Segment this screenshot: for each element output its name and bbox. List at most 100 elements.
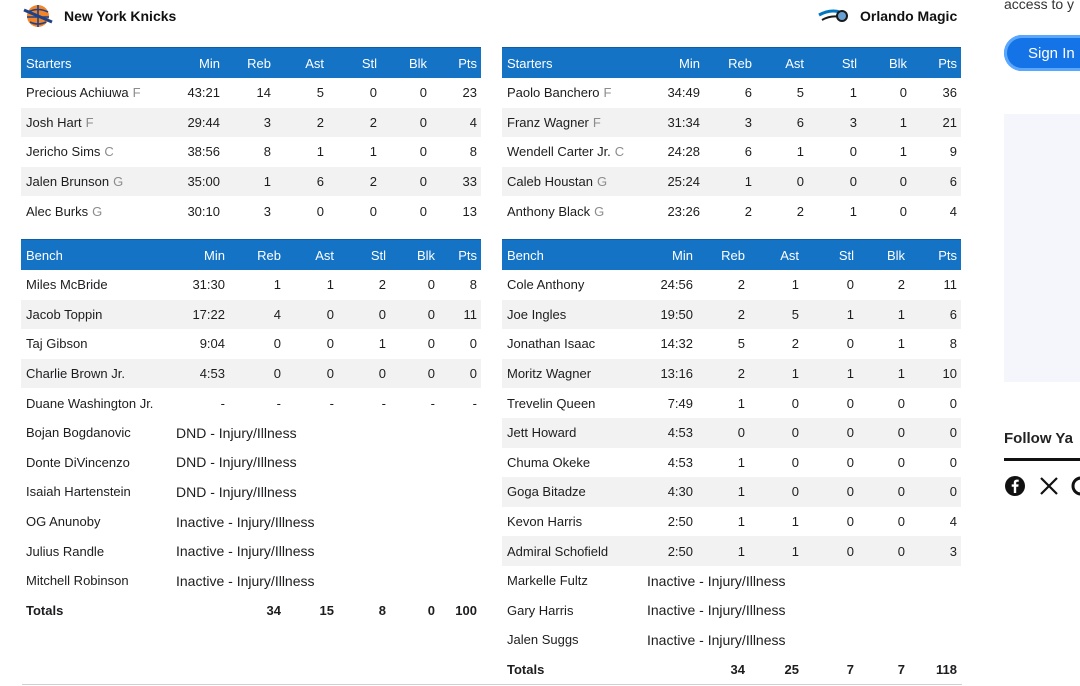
stat-ast: 6 [756, 107, 808, 138]
col-ast[interactable]: Ast [749, 239, 803, 270]
stat-min: 14:32 [660, 336, 693, 352]
player-name-link[interactable]: Chuma Okeke [507, 454, 591, 470]
player-name-link[interactable]: Paolo Banchero [507, 85, 600, 101]
player-name-link[interactable]: Alec Burks [26, 203, 89, 219]
player-name-link[interactable]: Bojan Bogdanovic [26, 425, 131, 441]
away-team-header[interactable]: New York Knicks [22, 2, 176, 30]
player-cell: Jett Howard [502, 417, 647, 448]
stat-ast: 1 [749, 536, 803, 566]
col-min[interactable]: Min [647, 239, 697, 270]
player-name-link[interactable]: Markelle Fultz [507, 573, 588, 589]
stat-reb: 3 [704, 107, 756, 138]
stat-pts: 8 [469, 277, 477, 293]
totals-blk: 7 [897, 662, 905, 678]
player-name-link[interactable]: Duane Washington Jr. [26, 395, 154, 411]
col-ast[interactable]: Ast [275, 47, 328, 78]
player-name-link[interactable]: Donte DiVincenzo [26, 454, 130, 470]
col-reb[interactable]: Reb [224, 47, 275, 78]
x-icon[interactable] [1038, 475, 1060, 497]
player-name-link[interactable]: Jonathan Isaac [507, 336, 596, 352]
col-ast[interactable]: Ast [285, 239, 338, 270]
player-name-link[interactable]: Mitchell Robinson [26, 573, 129, 589]
social-icon[interactable] [1070, 475, 1080, 497]
col-ast[interactable]: Ast [756, 47, 808, 78]
player-name-link[interactable]: Moritz Wagner [507, 366, 592, 382]
player-name-link[interactable]: Precious Achiuwa [26, 85, 129, 101]
col-stl[interactable]: Stl [808, 47, 861, 78]
sign-in-button[interactable]: Sign In [1004, 35, 1080, 71]
player-name-link[interactable]: Jericho Sims [26, 144, 101, 160]
col-pts[interactable]: Pts [909, 239, 961, 270]
player-row: Goga Bitadze 4:30 1 0 0 0 0 [502, 477, 961, 507]
stat-min: 31:34 [652, 107, 704, 138]
player-name-link[interactable]: Julius Randle [26, 543, 105, 559]
player-name-link[interactable]: Wendell Carter Jr. [507, 144, 611, 160]
player-name-link[interactable]: Miles McBride [26, 277, 108, 293]
col-pts[interactable]: Pts [911, 47, 961, 78]
player-name-link[interactable]: Taj Gibson [26, 336, 88, 352]
facebook-icon[interactable] [1004, 475, 1026, 497]
player-name-link[interactable]: Isaiah Hartenstein [26, 484, 131, 500]
player-name-link[interactable]: OG Anunoby [26, 514, 101, 530]
col-min[interactable]: Min [176, 239, 229, 270]
totals-min [176, 596, 229, 626]
player-position: C [104, 144, 114, 160]
player-name-link[interactable]: Joe Ingles [507, 306, 567, 322]
player-name-link[interactable]: Caleb Houstan [507, 174, 593, 190]
player-name-link[interactable]: Admiral Schofield [507, 543, 609, 559]
stat-min: 29:44 [176, 107, 224, 138]
player-name-link[interactable]: Franz Wagner [507, 114, 589, 130]
player-name-link[interactable]: Charlie Brown Jr. [26, 366, 125, 382]
col-blk[interactable]: Blk [861, 47, 911, 78]
player-cell: Julius Randle [21, 536, 176, 566]
player-name-link[interactable]: Jalen Suggs [507, 632, 579, 648]
col-stl[interactable]: Stl [328, 47, 381, 78]
away-team-name[interactable]: New York Knicks [64, 8, 177, 24]
player-name-link[interactable]: Jacob Toppin [26, 306, 103, 322]
stat-blk: 1 [858, 299, 909, 330]
player-name-link[interactable]: Goga Bitadze [507, 484, 586, 500]
col-reb[interactable]: Reb [229, 239, 285, 270]
col-stl[interactable]: Stl [803, 239, 858, 270]
stat-reb: 4 [229, 299, 285, 330]
player-name-link[interactable]: Gary Harris [507, 602, 574, 618]
player-name-link[interactable]: Josh Hart [26, 114, 82, 130]
player-name-link[interactable]: Anthony Black [507, 203, 591, 219]
col-min[interactable]: Min [176, 47, 224, 78]
home-team-header[interactable]: Orlando Magic [818, 2, 957, 30]
player-name-link[interactable]: Jett Howard [507, 425, 577, 441]
player-position: F [132, 85, 141, 101]
stat-ast: 1 [326, 277, 334, 293]
col-pts[interactable]: Pts [439, 239, 481, 270]
col-blk[interactable]: Blk [390, 239, 439, 270]
col-min[interactable]: Min [652, 47, 704, 78]
player-name-link[interactable]: Trevelin Queen [507, 395, 596, 411]
col-blk[interactable]: Blk [381, 47, 431, 78]
player-name-link[interactable]: Cole Anthony [507, 277, 585, 293]
totals-reb: 34 [266, 603, 281, 619]
player-cell: Donte DiVincenzo [21, 448, 176, 478]
player-cell: Josh Hart F [21, 107, 176, 138]
col-reb[interactable]: Reb [697, 239, 749, 270]
col-pts[interactable]: Pts [431, 47, 481, 78]
stat-ast: 5 [796, 85, 804, 101]
player-row: Charlie Brown Jr. 4:53 0 0 0 0 0 [21, 358, 481, 389]
stat-ast: 0 [749, 477, 803, 507]
home-team-name[interactable]: Orlando Magic [860, 8, 958, 24]
player-status: DND - Injury/Illness [176, 424, 297, 441]
stat-blk: 0 [899, 203, 907, 219]
stat-reb: 1 [737, 454, 745, 470]
stat-min: 35:00 [176, 166, 224, 197]
col-reb[interactable]: Reb [704, 47, 756, 78]
stat-stl: 2 [378, 277, 386, 293]
col-stl[interactable]: Stl [338, 239, 390, 270]
stat-stl: 0 [846, 395, 854, 411]
stat-min: - [220, 395, 225, 411]
col-blk[interactable]: Blk [858, 239, 909, 270]
player-name-link[interactable]: Jalen Brunson [26, 174, 110, 190]
player-cell: Caleb Houstan G [502, 166, 652, 197]
player-name-link[interactable]: Kevon Harris [507, 514, 583, 530]
player-row: Joe Ingles 19:50 2 5 1 1 6 [502, 299, 961, 330]
away-starters-header: Starters [21, 47, 176, 78]
stat-pts: 33 [431, 166, 481, 197]
